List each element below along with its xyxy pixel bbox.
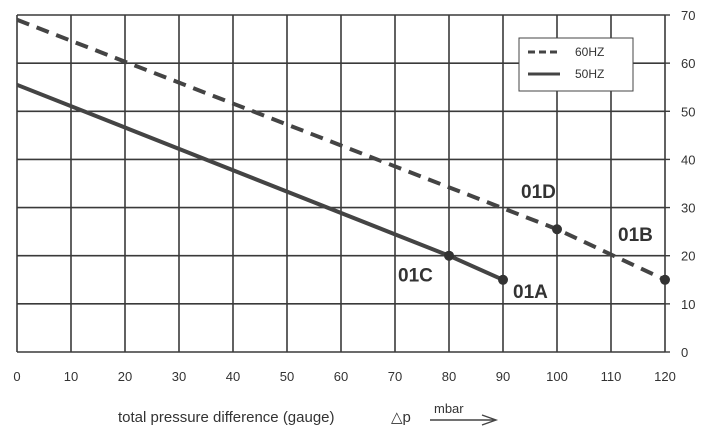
point-label-01c: 01C [398, 266, 433, 287]
y-tick-label: 20 [681, 249, 695, 264]
x-axis-unit: mbar [434, 401, 464, 416]
legend-box [518, 37, 634, 92]
delta-p-symbol: △p [391, 409, 411, 426]
y-tick-label: 10 [681, 297, 695, 312]
y-axis-ticks: 0 10 20 30 40 50 60 70 [665, 8, 695, 360]
x-tick-label: 100 [546, 369, 568, 384]
y-tick-label: 50 [681, 104, 695, 119]
data-point-marker [498, 274, 508, 285]
y-tick-label: 40 [681, 152, 695, 167]
chart-legend: 60HZ 50HZ [518, 37, 634, 92]
y-tick-label: 60 [681, 56, 695, 71]
y-tick-label: 30 [681, 201, 695, 216]
x-tick-label: 60 [334, 369, 348, 384]
x-tick-label: 110 [601, 369, 622, 384]
point-label-01a: 01A [513, 282, 548, 303]
x-axis-label: total pressure difference (gauge) [118, 409, 335, 426]
legend-label-60hz: 60HZ [575, 45, 604, 59]
chart-markers [444, 224, 670, 285]
legend-label-50hz: 50HZ [575, 67, 604, 81]
x-tick-label: 120 [654, 369, 676, 384]
point-labels: 01D 01B 01C 01A [398, 182, 653, 303]
data-point-marker [552, 224, 562, 235]
y-tick-label: 0 [681, 345, 688, 360]
x-tick-label: 30 [172, 369, 186, 384]
x-tick-label: 80 [442, 369, 456, 384]
point-label-01b: 01B [618, 225, 653, 246]
x-tick-label: 90 [496, 369, 510, 384]
x-tick-label: 50 [280, 369, 294, 384]
x-axis-ticks: 0 10 20 30 40 50 60 70 80 90 100 110 120 [13, 369, 675, 384]
x-tick-label: 40 [226, 369, 240, 384]
x-tick-label: 10 [64, 369, 78, 384]
y-tick-label: 70 [681, 8, 695, 23]
point-label-01d: 01D [521, 182, 556, 203]
x-axis-title: total pressure difference (gauge) △p mba… [118, 401, 499, 426]
x-tick-label: 20 [118, 369, 132, 384]
unit-arrow-head-icon [481, 414, 499, 426]
x-tick-label: 0 [13, 369, 20, 384]
data-point-marker [444, 250, 454, 261]
x-tick-label: 70 [388, 369, 402, 384]
data-point-marker [660, 274, 670, 285]
